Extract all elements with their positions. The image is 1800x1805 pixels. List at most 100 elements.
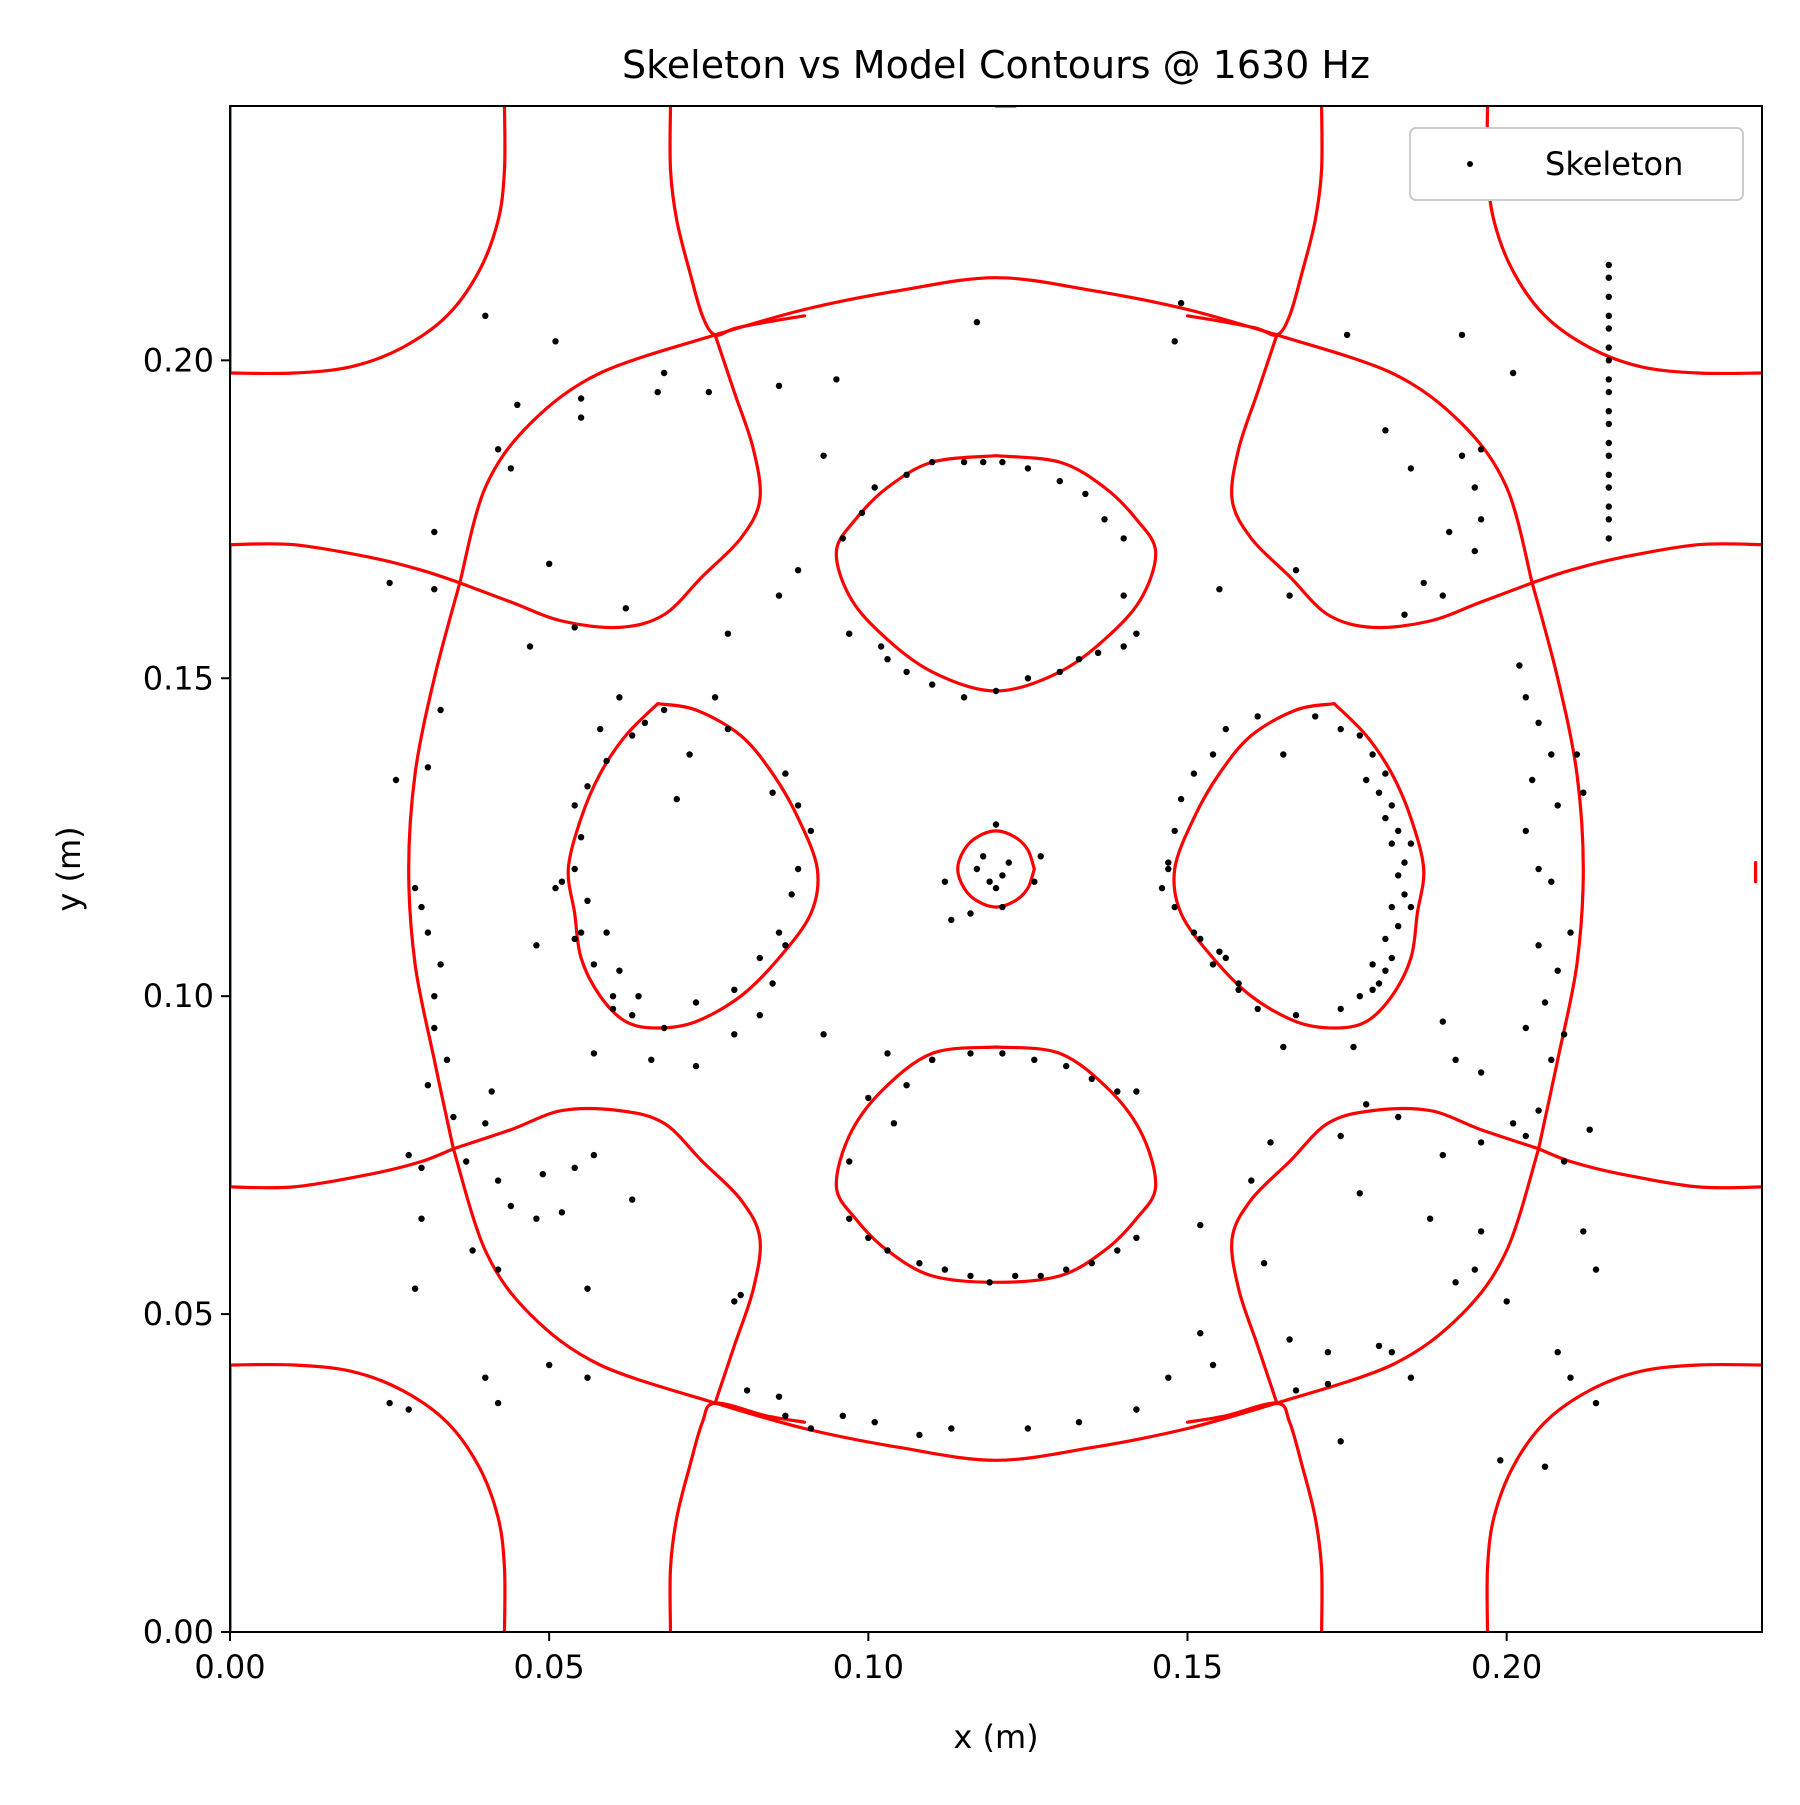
skeleton-point — [1535, 865, 1542, 873]
skeleton-point — [1535, 942, 1542, 949]
model-contour-line — [1172, 702, 1426, 1030]
skeleton-point — [494, 1266, 502, 1273]
skeleton-point — [1580, 789, 1587, 796]
skeleton-point — [1369, 751, 1376, 758]
skeleton-point — [482, 312, 489, 319]
skeleton-point — [916, 1431, 923, 1439]
skeleton-point — [782, 1412, 789, 1420]
skeleton-point — [1382, 967, 1389, 974]
skeleton-point — [1605, 516, 1613, 523]
skeleton-point — [1337, 725, 1344, 733]
skeleton-point — [1197, 935, 1204, 943]
skeleton-point — [1075, 656, 1083, 663]
skeleton-point — [941, 1266, 949, 1273]
skeleton-point — [577, 414, 585, 421]
skeleton-point — [1548, 1056, 1555, 1064]
model-contour-line — [713, 276, 1279, 337]
skeleton-point — [1222, 954, 1230, 962]
skeleton-point — [999, 1050, 1006, 1057]
skeleton-point — [1407, 465, 1415, 472]
skeleton-point — [635, 993, 642, 1000]
skeleton-point — [967, 910, 974, 917]
skeleton-point — [1477, 1228, 1485, 1235]
model-contour-line — [1537, 1147, 1762, 1190]
x-tick-label: 0.00 — [194, 1648, 265, 1686]
skeleton-point — [1407, 840, 1415, 847]
skeleton-point — [782, 770, 789, 777]
skeleton-point — [948, 916, 955, 924]
model-contour-line — [834, 1045, 1158, 1284]
skeleton-point — [622, 605, 629, 612]
skeleton-point — [782, 942, 789, 949]
skeleton-point — [807, 1425, 815, 1432]
skeleton-point — [1548, 751, 1555, 758]
skeleton-point — [775, 382, 783, 389]
skeleton-point — [571, 935, 578, 943]
skeleton-point — [1407, 903, 1415, 911]
skeleton-point — [463, 1158, 470, 1165]
skeleton-point — [692, 1062, 700, 1070]
skeleton-point — [526, 643, 534, 650]
skeleton-point — [846, 630, 853, 637]
x-tick-label: 0.05 — [514, 1648, 585, 1686]
skeleton-point — [1222, 725, 1230, 733]
skeleton-point — [1031, 1056, 1038, 1064]
skeleton-point — [1114, 1247, 1121, 1254]
skeleton-point — [1197, 1221, 1204, 1229]
skeleton-point — [1286, 1336, 1293, 1343]
skeleton-point — [756, 1012, 763, 1019]
skeleton-point — [1063, 1062, 1070, 1070]
skeleton-point — [1477, 516, 1485, 523]
skeleton-point — [1605, 452, 1613, 459]
skeleton-point — [1471, 547, 1479, 555]
skeleton-point — [629, 1012, 636, 1019]
skeleton-point — [1452, 1056, 1459, 1064]
skeleton-point — [1024, 1425, 1032, 1432]
skeleton-point — [1382, 427, 1389, 434]
x-axis-label: x (m) — [953, 1718, 1038, 1756]
skeleton-point — [1165, 1374, 1172, 1381]
skeleton-point — [724, 725, 732, 733]
skeleton-point — [431, 1024, 438, 1032]
skeleton-point — [1580, 1228, 1587, 1235]
skeleton-point — [839, 1412, 846, 1420]
skeleton-point — [705, 388, 712, 396]
skeleton-point — [546, 560, 553, 567]
skeleton-point — [1458, 331, 1466, 339]
skeleton-point — [737, 1291, 744, 1299]
x-tick-label: 0.10 — [833, 1648, 904, 1686]
skeleton-point — [960, 694, 968, 701]
skeleton-point — [1471, 484, 1479, 491]
skeleton-point — [1350, 1043, 1357, 1051]
skeleton-point — [731, 986, 738, 993]
skeleton-point — [1554, 1349, 1561, 1356]
skeleton-point — [1133, 1406, 1140, 1413]
model-contour-line — [451, 1107, 762, 1405]
skeleton-point — [1497, 1457, 1504, 1464]
skeleton-point — [641, 719, 649, 726]
skeleton-point — [980, 458, 987, 466]
skeleton-point — [494, 446, 502, 453]
skeleton-point — [1375, 789, 1383, 796]
skeleton-point — [546, 1361, 553, 1369]
skeleton-point — [1567, 929, 1574, 936]
skeleton-point — [1605, 261, 1613, 269]
skeleton-point — [890, 1120, 898, 1127]
skeleton-point — [1401, 859, 1408, 866]
skeleton-point — [1235, 986, 1242, 993]
y-tick-label: 0.20 — [143, 341, 214, 379]
skeleton-point — [833, 376, 840, 383]
skeleton-point — [571, 802, 578, 809]
skeleton-point — [405, 1151, 412, 1159]
skeleton-point — [865, 1094, 872, 1102]
skeleton-point — [1075, 1419, 1083, 1426]
model-contour-line — [458, 333, 762, 630]
skeleton-point — [418, 1215, 425, 1222]
skeleton-point — [1375, 980, 1383, 987]
skeleton-point — [1133, 1234, 1140, 1242]
skeleton-point — [552, 338, 559, 345]
skeleton-point — [1248, 1177, 1255, 1184]
skeleton-point — [992, 821, 1000, 828]
skeleton-point — [794, 865, 802, 873]
